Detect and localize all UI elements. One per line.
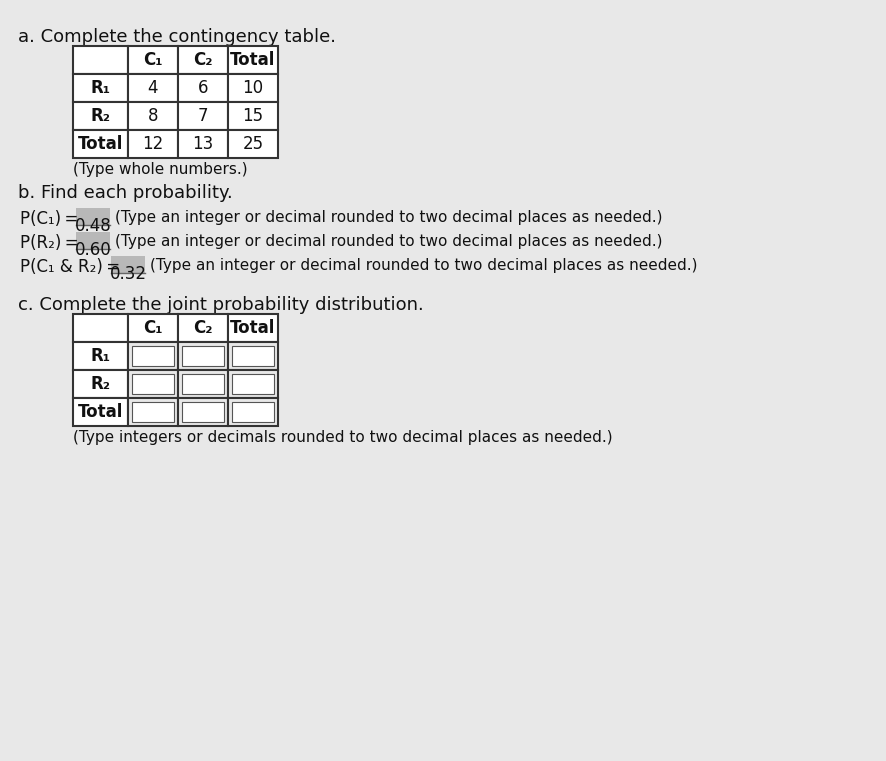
Bar [232,402,274,422]
Text: R₂: R₂ [90,107,111,125]
Text: 12: 12 [143,135,163,153]
Text: 0.48: 0.48 [74,217,112,235]
Bar [178,398,228,426]
Bar [182,402,224,422]
Bar [128,370,178,398]
Bar [132,346,174,366]
Text: 10: 10 [242,79,263,97]
Bar [128,342,178,370]
Bar [76,232,110,249]
Bar [228,398,277,426]
Text: Total: Total [78,403,123,421]
Bar [178,314,228,342]
Bar [128,46,178,74]
Bar [178,102,228,130]
Text: (Type whole numbers.): (Type whole numbers.) [73,162,247,177]
Bar [182,374,224,394]
Bar [228,370,277,398]
Bar [178,370,228,398]
Bar [128,130,178,158]
Text: 0.32: 0.32 [109,265,146,283]
Text: a. Complete the contingency table.: a. Complete the contingency table. [18,28,336,46]
Bar [128,102,178,130]
Text: (Type an integer or decimal rounded to two decimal places as needed.): (Type an integer or decimal rounded to t… [150,258,696,273]
Bar [232,346,274,366]
Bar [73,398,128,426]
Text: 13: 13 [192,135,214,153]
Bar [111,256,144,273]
Text: (Type an integer or decimal rounded to two decimal places as needed.): (Type an integer or decimal rounded to t… [115,234,662,249]
Text: (Type integers or decimals rounded to two decimal places as needed.): (Type integers or decimals rounded to tw… [73,430,612,445]
Bar [132,374,174,394]
Bar [132,402,174,422]
Bar [182,346,224,366]
Text: 0.60: 0.60 [74,241,112,259]
Text: Total: Total [230,319,276,337]
Text: P(C₁) =: P(C₁) = [20,210,82,228]
Text: 4: 4 [148,79,158,97]
Text: (Type an integer or decimal rounded to two decimal places as needed.): (Type an integer or decimal rounded to t… [115,210,662,225]
Bar [128,398,178,426]
Text: C₂: C₂ [193,51,213,69]
Bar [228,102,277,130]
Bar [128,314,178,342]
Bar [232,374,274,394]
Bar [178,130,228,158]
Text: C₁: C₁ [143,319,162,337]
Bar [76,208,110,225]
Text: C₂: C₂ [193,319,213,337]
Bar [178,342,228,370]
Bar [228,314,277,342]
Bar [73,314,128,342]
Bar [228,74,277,102]
Bar [73,102,128,130]
Bar [73,130,128,158]
Text: Total: Total [230,51,276,69]
Text: C₁: C₁ [143,51,162,69]
Text: 7: 7 [198,107,208,125]
Bar [178,46,228,74]
Text: R₂: R₂ [90,375,111,393]
Bar [228,342,277,370]
Text: 6: 6 [198,79,208,97]
Text: b. Find each probability.: b. Find each probability. [18,184,232,202]
Text: 8: 8 [148,107,158,125]
Bar [178,74,228,102]
Text: c. Complete the joint probability distribution.: c. Complete the joint probability distri… [18,296,424,314]
Text: 25: 25 [242,135,263,153]
Text: P(R₂) =: P(R₂) = [20,234,82,252]
Text: Total: Total [78,135,123,153]
Bar [228,46,277,74]
Text: R₁: R₁ [90,79,111,97]
Bar [228,130,277,158]
Text: P(C₁ & R₂) =: P(C₁ & R₂) = [20,258,123,276]
Bar [73,46,128,74]
Bar [73,342,128,370]
Text: 15: 15 [242,107,263,125]
Bar [73,74,128,102]
Bar [73,370,128,398]
Bar [128,74,178,102]
Text: R₁: R₁ [90,347,111,365]
